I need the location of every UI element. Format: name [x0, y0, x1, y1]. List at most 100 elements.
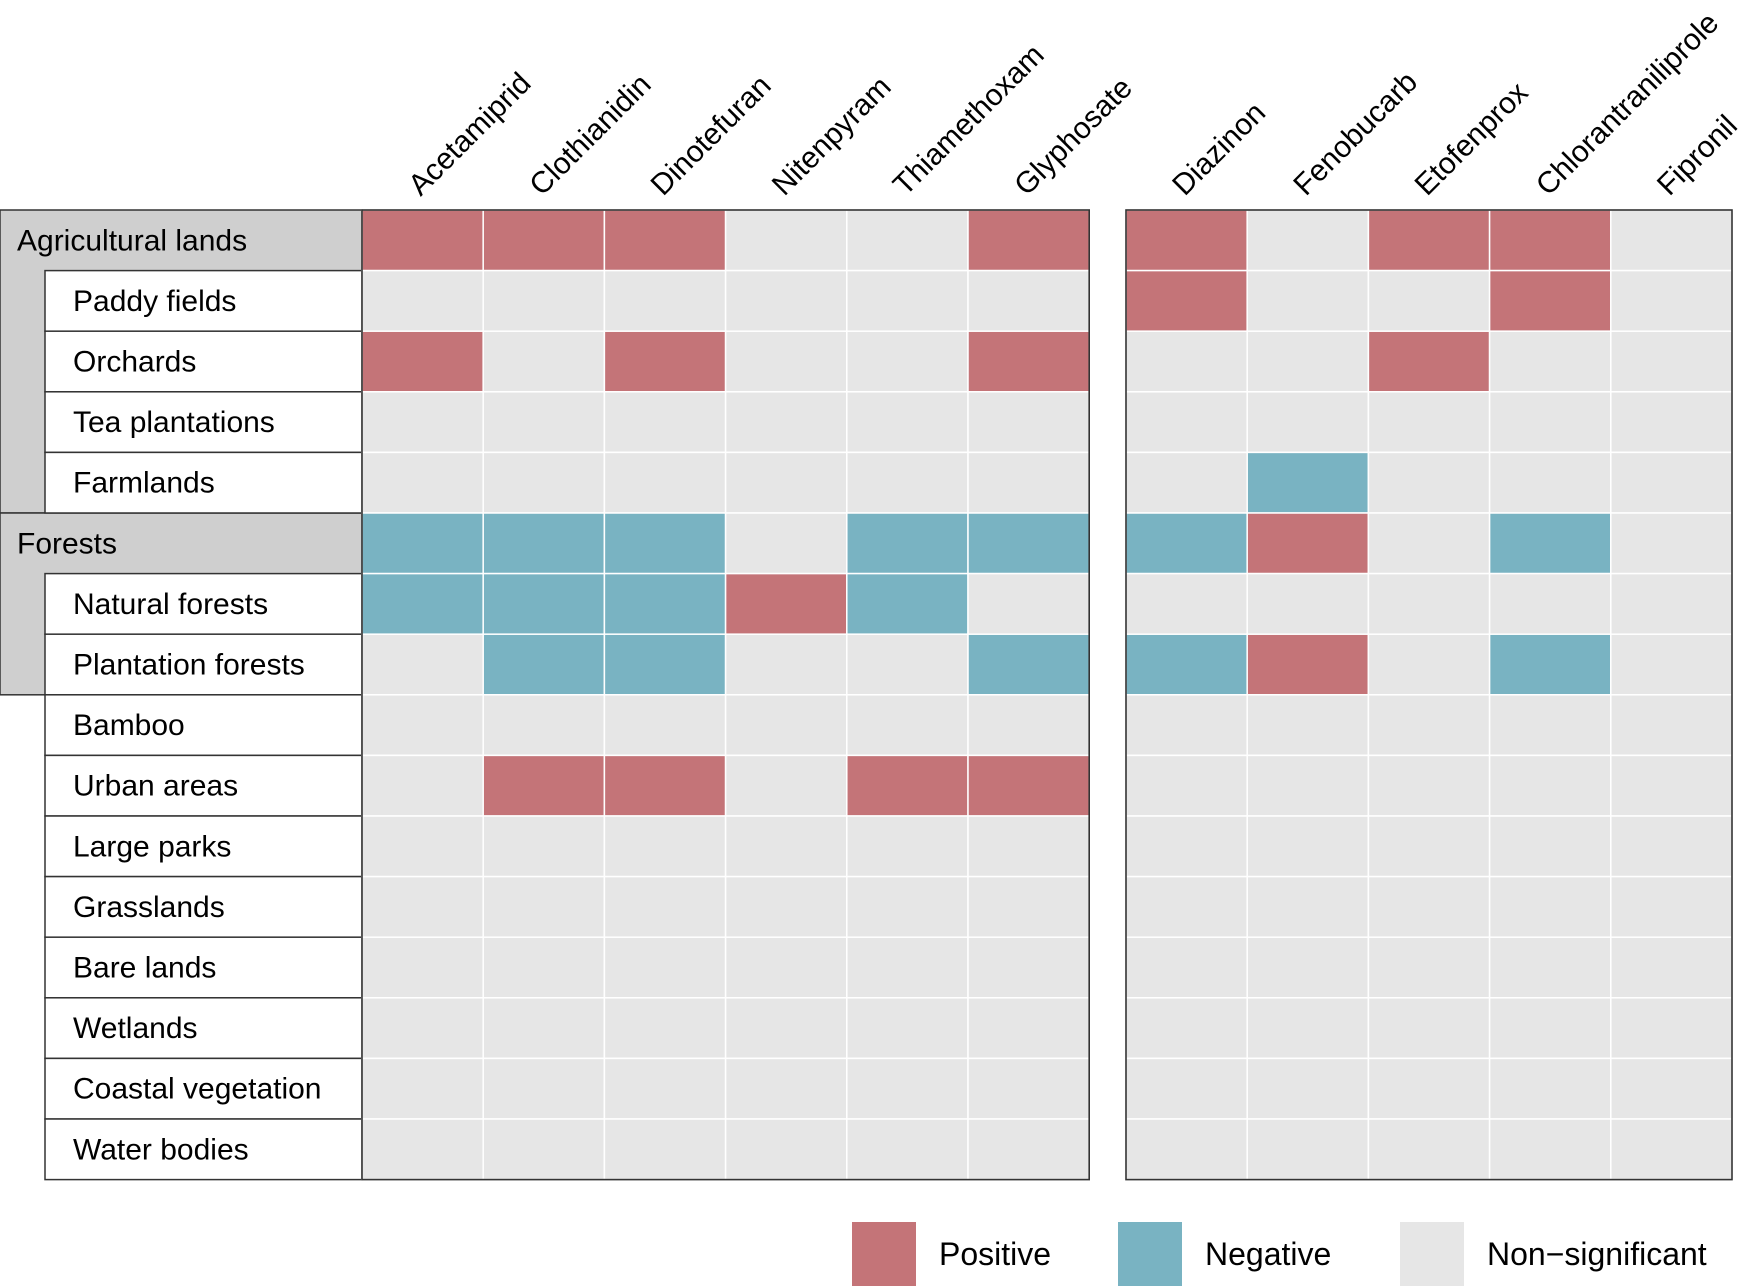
cell-tea-plantations-thiamethoxam — [846, 391, 969, 454]
cell-farmlands-chlorantraniliprole — [1488, 451, 1612, 514]
cell-tea-plantations-nitenpyram — [724, 391, 848, 454]
row-label-forests: Forests — [17, 527, 117, 560]
cell-natural-forests-fenobucarb — [1246, 572, 1370, 635]
cell-bare-lands-thiamethoxam — [846, 936, 969, 999]
row-label-coastal-vegetation: Coastal vegetation — [73, 1073, 322, 1106]
legend-swatch-negative — [1118, 1222, 1182, 1286]
cell-grasslands-dinotefuran — [603, 875, 727, 938]
cell-forests-chlorantraniliprole — [1488, 512, 1612, 575]
cell-natural-forests-thiamethoxam — [846, 572, 969, 635]
row-label-wetlands: Wetlands — [73, 1012, 198, 1045]
cell-urban-areas-acetamiprid — [361, 754, 484, 817]
cell-wetlands-fipronil — [1610, 997, 1733, 1060]
cell-bamboo-etofenprox — [1367, 694, 1491, 757]
cell-urban-areas-fipronil — [1610, 754, 1733, 817]
row-label-water-bodies: Water bodies — [73, 1133, 249, 1166]
cell-bamboo-chlorantraniliprole — [1488, 694, 1612, 757]
cell-orchards-diazinon — [1125, 330, 1248, 393]
cell-tea-plantations-chlorantraniliprole — [1488, 391, 1612, 454]
row-label-tea-plantations: Tea plantations — [73, 406, 275, 439]
cell-large-parks-acetamiprid — [361, 815, 484, 878]
cell-urban-areas-nitenpyram — [724, 754, 848, 817]
cell-coastal-vegetation-diazinon — [1125, 1057, 1248, 1120]
cell-large-parks-thiamethoxam — [846, 815, 969, 878]
cell-bamboo-glyphosate — [967, 694, 1090, 757]
cell-paddy-fields-acetamiprid — [361, 269, 484, 332]
cell-orchards-glyphosate — [967, 330, 1090, 393]
row-label-box-water-bodies — [44, 1118, 363, 1181]
row-label-large-parks: Large parks — [73, 830, 231, 863]
cell-grasslands-glyphosate — [967, 875, 1090, 938]
column-label-acetamiprid: Acetamiprid — [402, 67, 537, 202]
row-labels: Agricultural lands Paddy fields Orchards Te… — [17, 224, 363, 1181]
cell-grasslands-fipronil — [1610, 875, 1733, 938]
cell-natural-forests-nitenpyram — [724, 572, 848, 635]
row-label-orchards: Orchards — [73, 346, 196, 379]
cell-paddy-fields-fipronil — [1610, 269, 1733, 332]
cell-forests-nitenpyram — [724, 512, 848, 575]
cell-paddy-fields-etofenprox — [1367, 269, 1491, 332]
column-label-etofenprox: Etofenprox — [1409, 76, 1535, 202]
cell-agricultural-lands-etofenprox — [1367, 209, 1491, 272]
panel-frame-right — [1125, 209, 1733, 1181]
cell-coastal-vegetation-fipronil — [1610, 1057, 1733, 1120]
cell-agricultural-lands-acetamiprid — [361, 209, 484, 272]
cell-orchards-dinotefuran — [603, 330, 727, 393]
cell-urban-areas-fenobucarb — [1246, 754, 1370, 817]
cell-bamboo-acetamiprid — [361, 694, 484, 757]
cell-paddy-fields-chlorantraniliprole — [1488, 269, 1612, 332]
row-label-box-urban-areas — [44, 754, 363, 817]
cell-water-bodies-etofenprox — [1367, 1118, 1491, 1181]
cell-large-parks-dinotefuran — [603, 815, 727, 878]
cell-agricultural-lands-diazinon — [1125, 209, 1248, 272]
cell-water-bodies-nitenpyram — [724, 1118, 848, 1181]
cell-tea-plantations-fenobucarb — [1246, 391, 1370, 454]
cell-forests-fenobucarb — [1246, 512, 1370, 575]
cell-orchards-fenobucarb — [1246, 330, 1370, 393]
cell-forests-dinotefuran — [603, 512, 727, 575]
cell-grasslands-etofenprox — [1367, 875, 1491, 938]
cell-grasslands-chlorantraniliprole — [1488, 875, 1612, 938]
cell-wetlands-etofenprox — [1367, 997, 1491, 1060]
cell-bare-lands-diazinon — [1125, 936, 1248, 999]
cell-natural-forests-dinotefuran — [603, 572, 727, 635]
cell-farmlands-nitenpyram — [724, 451, 848, 514]
cell-tea-plantations-dinotefuran — [603, 391, 727, 454]
cell-plantation-forests-dinotefuran — [603, 633, 727, 696]
row-label-box-paddy-fields — [44, 269, 363, 332]
row-label-box-wetlands — [44, 997, 363, 1060]
cell-paddy-fields-fenobucarb — [1246, 269, 1370, 332]
cell-grasslands-thiamethoxam — [846, 875, 969, 938]
cell-natural-forests-etofenprox — [1367, 572, 1491, 635]
cell-large-parks-chlorantraniliprole — [1488, 815, 1612, 878]
cell-natural-forests-chlorantraniliprole — [1488, 572, 1612, 635]
heatmap-cells — [361, 209, 1733, 1181]
row-label-urban-areas: Urban areas — [73, 770, 238, 803]
cell-bare-lands-chlorantraniliprole — [1488, 936, 1612, 999]
cell-forests-diazinon — [1125, 512, 1248, 575]
row-label-natural-forests: Natural forests — [73, 588, 268, 621]
legend-label-non-significant: Non−significant — [1487, 1236, 1707, 1272]
panel-frames — [361, 209, 1733, 1181]
column-label-glyphosate: Glyphosate — [1008, 71, 1139, 202]
column-label-dinotefuran: Dinotefuran — [645, 69, 778, 202]
cell-farmlands-clothianidin — [482, 451, 606, 514]
cell-farmlands-acetamiprid — [361, 451, 484, 514]
cell-coastal-vegetation-dinotefuran — [603, 1057, 727, 1120]
cell-bare-lands-glyphosate — [967, 936, 1090, 999]
cell-coastal-vegetation-acetamiprid — [361, 1057, 484, 1120]
cell-grasslands-fenobucarb — [1246, 875, 1370, 938]
cell-forests-fipronil — [1610, 512, 1733, 575]
cell-natural-forests-fipronil — [1610, 572, 1733, 635]
cell-large-parks-etofenprox — [1367, 815, 1491, 878]
cell-bamboo-dinotefuran — [603, 694, 727, 757]
cell-wetlands-clothianidin — [482, 997, 606, 1060]
cell-water-bodies-diazinon — [1125, 1118, 1248, 1181]
cell-plantation-forests-chlorantraniliprole — [1488, 633, 1612, 696]
cell-plantation-forests-fipronil — [1610, 633, 1733, 696]
cell-natural-forests-glyphosate — [967, 572, 1090, 635]
cell-farmlands-thiamethoxam — [846, 451, 969, 514]
legend-label-positive: Positive — [939, 1236, 1051, 1272]
cell-orchards-fipronil — [1610, 330, 1733, 393]
cell-large-parks-fipronil — [1610, 815, 1733, 878]
